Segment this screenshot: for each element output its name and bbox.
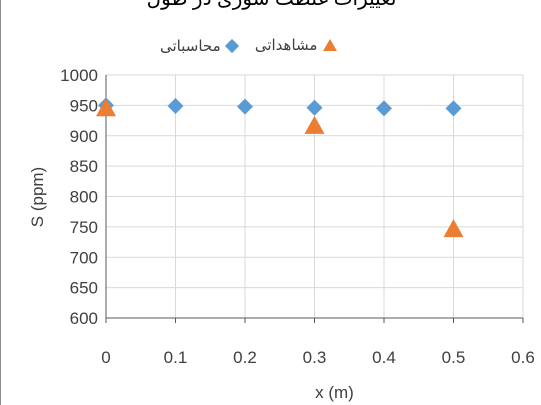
x-tick-label: 0.1 [164, 348, 188, 367]
y-tick-label: 700 [70, 248, 98, 267]
y-tick-label: 600 [70, 309, 98, 328]
y-tick-label: 750 [70, 218, 98, 237]
x-tick-label: 0.6 [511, 348, 535, 367]
y-axis-title: S (ppm) [28, 167, 47, 227]
calculated-point [167, 97, 184, 114]
y-tick-label: 850 [70, 157, 98, 176]
observed-point [96, 98, 116, 117]
legend-item-observed: مشاهداتی [255, 36, 338, 54]
y-tick-label: 800 [70, 188, 98, 207]
observed-point [443, 219, 464, 238]
legend-label-observed: مشاهداتی [254, 37, 318, 54]
x-axis-title: x (m) [315, 383, 354, 402]
calculated-point [237, 98, 253, 115]
y-tick-label: 650 [70, 279, 98, 298]
x-tick-label: 0.4 [372, 348, 396, 367]
calculated-point [445, 100, 462, 117]
observed-point [304, 115, 325, 134]
y-tick-label: 1000 [60, 66, 98, 85]
calculated-point [306, 99, 323, 116]
y-tick-label: 900 [70, 127, 98, 146]
chart-title: تغییرات غلظت شوری در طول [1, 0, 541, 11]
x-tick-label: 0.5 [442, 348, 466, 367]
calculated-point [376, 100, 392, 117]
legend: مشاهداتی محاسباتی [146, 36, 338, 55]
y-tick-label: 950 [70, 96, 98, 115]
x-tick-label: 0.2 [233, 348, 257, 367]
legend-item-calculated: محاسباتی [160, 37, 239, 55]
x-tick-label: 0 [101, 348, 110, 367]
x-tick-label: 0.3 [303, 348, 327, 367]
triangle-marker-icon [323, 39, 338, 51]
legend-label-calculated: محاسباتی [160, 38, 221, 55]
